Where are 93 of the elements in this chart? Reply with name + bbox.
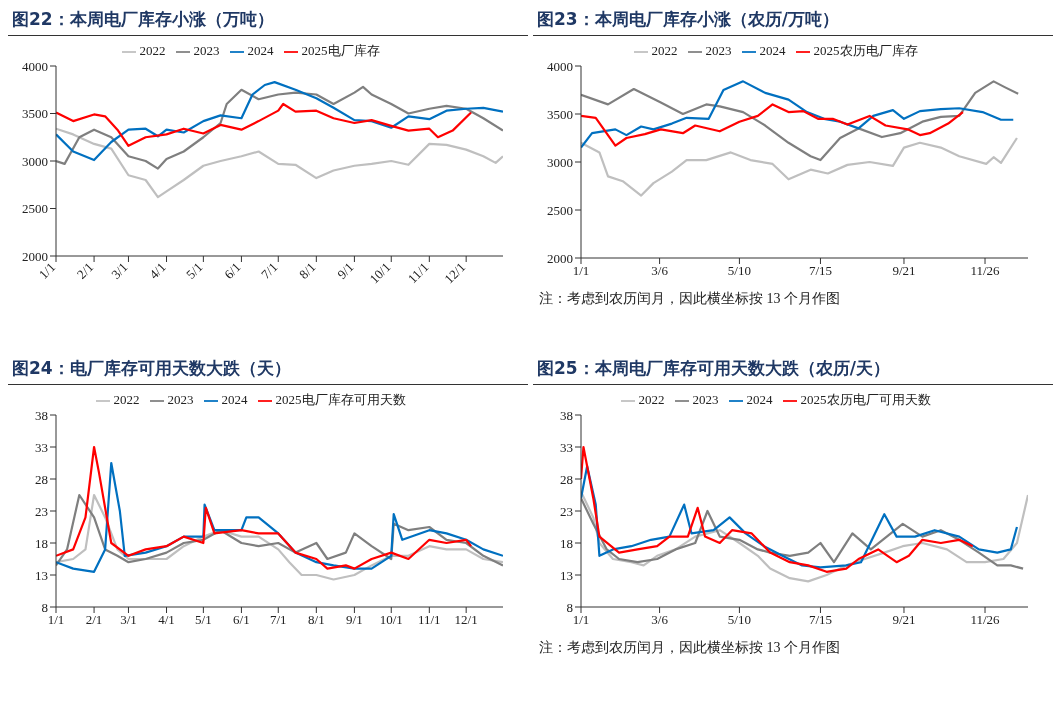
x-tick-label: 5/1 bbox=[183, 259, 206, 282]
y-tick-label: 3000 bbox=[547, 154, 573, 170]
line-series bbox=[56, 461, 503, 573]
y-tick-label: 18 bbox=[35, 535, 48, 551]
y-tick-label: 23 bbox=[35, 503, 48, 519]
x-tick-label: 11/26 bbox=[970, 612, 1001, 628]
x-tick-label: 2/1 bbox=[85, 612, 103, 628]
y-tick-label: 8 bbox=[566, 599, 573, 615]
y-tick-label: 28 bbox=[35, 471, 48, 487]
legend-label: 2024 bbox=[746, 392, 773, 407]
x-tick-label: 11/1 bbox=[404, 259, 432, 287]
legend-label: 2024 bbox=[221, 392, 248, 407]
x-tick-label: 3/6 bbox=[651, 612, 669, 628]
legend-label: 2025农历电厂可用天数 bbox=[800, 392, 931, 407]
legend-label: 2022 bbox=[139, 43, 166, 58]
x-tick-label: 7/1 bbox=[269, 612, 287, 628]
x-tick-label: 1/1 bbox=[47, 612, 65, 628]
line-series bbox=[56, 127, 503, 199]
line-series bbox=[581, 445, 974, 573]
legend-label: 2023 bbox=[193, 43, 220, 58]
line-series bbox=[581, 465, 1019, 569]
x-tick-label: 9/1 bbox=[346, 612, 363, 628]
x-tick-label: 1/1 bbox=[572, 263, 590, 279]
line-series bbox=[56, 445, 473, 570]
x-tick-label: 3/1 bbox=[108, 259, 131, 282]
y-tick-label: 33 bbox=[560, 439, 573, 455]
legend-label: 2025电厂库存可用天数 bbox=[275, 392, 406, 407]
x-tick-label: 6/1 bbox=[233, 612, 250, 628]
chart-title: 图25：本周电厂库存可用天数大跌（农历/天） bbox=[533, 357, 1053, 385]
x-tick-label: 8/1 bbox=[308, 612, 325, 628]
x-tick-label: 10/1 bbox=[366, 259, 394, 287]
y-tick-label: 3500 bbox=[547, 106, 573, 122]
x-tick-label: 6/1 bbox=[221, 259, 244, 282]
x-tick-label: 1/1 bbox=[572, 612, 590, 628]
x-tick-label: 9/1 bbox=[334, 259, 357, 282]
line-series bbox=[581, 497, 1025, 570]
legend-label: 2025电厂库存 bbox=[301, 43, 380, 58]
line-series bbox=[581, 80, 1015, 149]
x-tick-label: 3/6 bbox=[651, 263, 669, 279]
x-tick-label: 2/1 bbox=[73, 259, 97, 282]
x-tick-label: 11/26 bbox=[970, 263, 1001, 279]
legend-label: 2024 bbox=[247, 43, 274, 58]
x-tick-label: 4/1 bbox=[146, 259, 169, 282]
x-tick-label: 11/1 bbox=[418, 612, 441, 628]
line-series bbox=[581, 136, 1019, 197]
x-tick-label: 10/1 bbox=[379, 612, 403, 628]
y-tick-label: 8 bbox=[41, 599, 48, 615]
y-tick-label: 3000 bbox=[22, 153, 48, 169]
y-tick-label: 23 bbox=[560, 503, 573, 519]
y-tick-label: 2500 bbox=[22, 201, 48, 217]
text: 注：考虑到农历闰月，因此横坐标按 13 个月作图 bbox=[538, 290, 841, 308]
x-tick-label: 5/10 bbox=[727, 612, 751, 628]
legend-label: 2022 bbox=[113, 392, 140, 407]
y-tick-label: 2500 bbox=[547, 202, 573, 218]
y-tick-label: 13 bbox=[560, 567, 573, 583]
legend-label: 2025农历电厂库存 bbox=[813, 43, 918, 58]
text: 注：考虑到农历闰月，因此横坐标按 13 个月作图 bbox=[538, 639, 841, 657]
x-tick-label: 7/15 bbox=[808, 263, 833, 279]
y-tick-label: 2000 bbox=[22, 248, 48, 264]
legend-label: 2023 bbox=[692, 392, 719, 407]
x-tick-label: 9/21 bbox=[892, 612, 916, 628]
x-tick-label: 3/1 bbox=[120, 612, 137, 628]
y-tick-label: 38 bbox=[560, 407, 573, 423]
y-tick-label: 28 bbox=[560, 471, 573, 487]
legend-label: 2023 bbox=[167, 392, 194, 407]
legend-label: 2024 bbox=[759, 43, 786, 58]
chart-title: 图24：电厂库存可用天数大跌（天） bbox=[8, 357, 528, 385]
x-tick-label: 4/1 bbox=[158, 612, 175, 628]
line-series bbox=[581, 103, 965, 147]
line-series bbox=[56, 102, 473, 147]
y-tick-label: 38 bbox=[35, 407, 48, 423]
y-tick-label: 4000 bbox=[22, 58, 48, 74]
x-tick-label: 7/15 bbox=[808, 612, 833, 628]
x-tick-label: 8/1 bbox=[296, 259, 319, 282]
y-tick-label: 18 bbox=[560, 535, 573, 551]
chart-title: 图23：本周电厂库存小涨（农历/万吨） bbox=[533, 8, 1053, 36]
x-tick-label: 5/1 bbox=[195, 612, 212, 628]
legend-label: 2022 bbox=[651, 43, 678, 58]
legend-label: 2023 bbox=[705, 43, 732, 58]
y-tick-label: 3500 bbox=[22, 106, 48, 122]
x-tick-label: 12/1 bbox=[441, 259, 469, 287]
y-tick-label: 13 bbox=[35, 567, 48, 583]
chart-title: 图22：本周电厂库存小涨（万吨） bbox=[8, 8, 528, 36]
y-tick-label: 2000 bbox=[547, 250, 573, 266]
line-series bbox=[581, 80, 1020, 162]
legend-label: 2022 bbox=[638, 392, 665, 407]
x-tick-label: 7/1 bbox=[258, 259, 281, 282]
x-tick-label: 12/1 bbox=[454, 612, 478, 628]
y-tick-label: 33 bbox=[35, 439, 48, 455]
x-tick-label: 9/21 bbox=[892, 263, 916, 279]
x-tick-label: 5/10 bbox=[727, 263, 751, 279]
line-series bbox=[56, 493, 503, 567]
y-tick-label: 4000 bbox=[547, 58, 573, 74]
